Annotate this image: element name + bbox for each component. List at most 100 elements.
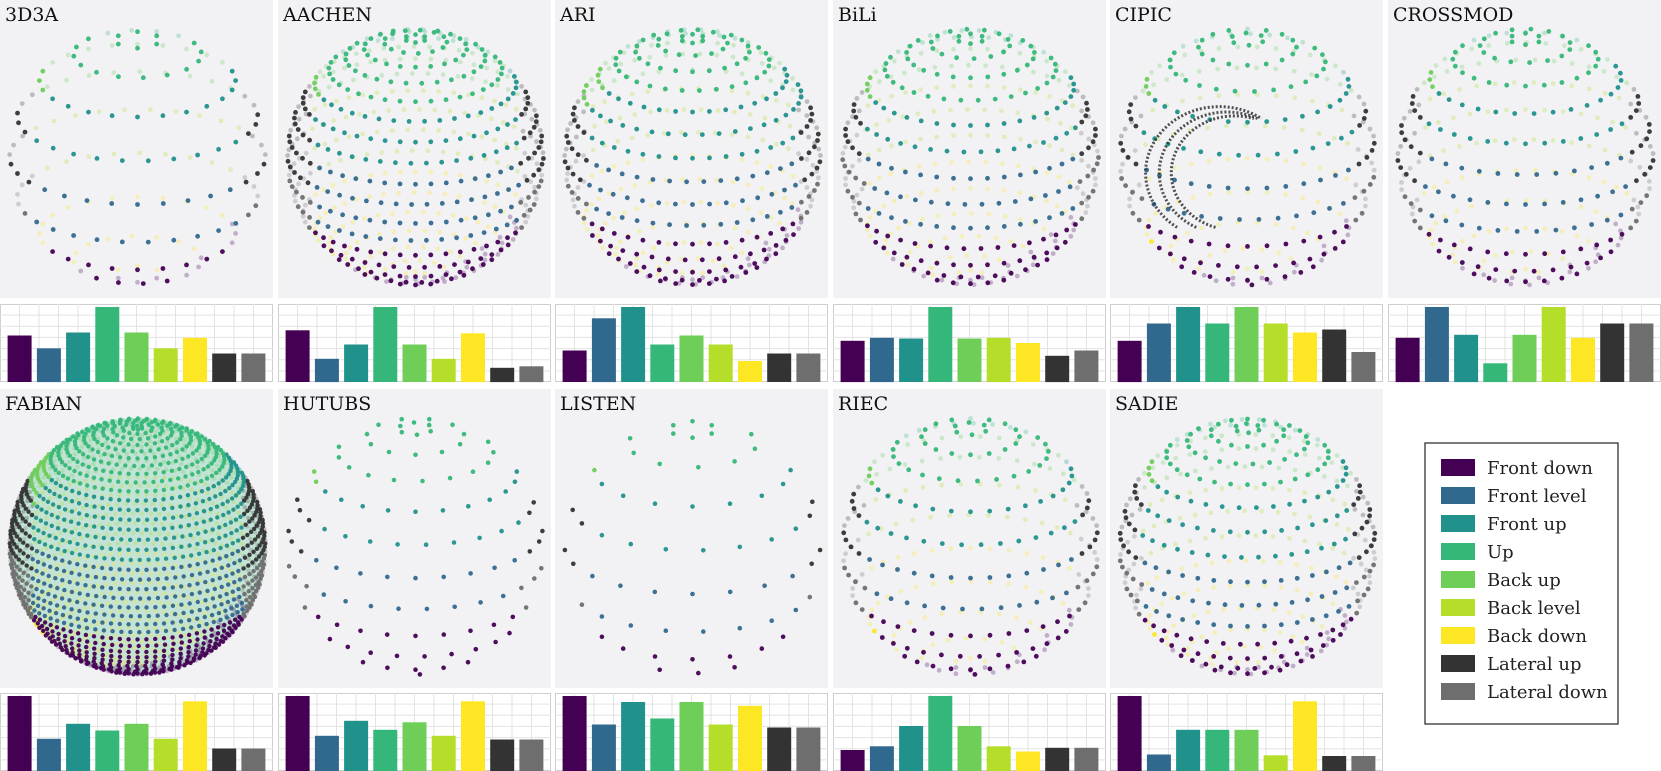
sphere-point [170,585,175,590]
sphere-point [680,51,686,57]
sphere-point [883,237,889,243]
sphere-point [1164,77,1170,82]
sphere-point [1485,200,1491,205]
sphere-point [895,49,901,54]
sphere-point [889,165,894,171]
sphere-point [536,145,542,150]
sphere-point [255,534,261,539]
sphere-point [35,473,40,478]
sphere-point [123,422,129,427]
sphere-point [210,578,215,583]
sphere-point [1264,185,1270,191]
sphere-point [995,148,1001,154]
sphere-point [1429,213,1435,219]
sphere-point [406,119,412,124]
sphere-point [95,648,100,653]
sphere-point [581,95,587,101]
sphere-point [1610,189,1615,195]
sphere-point [1467,246,1473,252]
sphere-point [36,528,41,533]
sphere-point [189,609,194,614]
sphere-point [34,469,40,475]
sphere-point [84,650,89,655]
sphere-point [1068,94,1074,99]
sphere-point [255,193,261,199]
sphere-point [300,209,306,215]
sphere-point [766,57,772,62]
sphere-point [17,548,23,553]
sphere-point [342,201,347,206]
dataset-title: BiLi [838,4,877,26]
sphere-point [1550,109,1556,115]
sphere-point [126,622,131,627]
bar-chart [833,304,1106,383]
sphere-point [1471,271,1477,277]
sphere-point [489,252,495,257]
sphere-point [772,65,777,71]
sphere-point [31,501,36,506]
sphere-point [495,77,501,82]
sphere-point [42,458,47,463]
sphere-point [218,118,224,124]
sphere-point [1586,70,1591,76]
sphere-point [1469,46,1475,52]
sphere-point [229,465,234,470]
sphere-point [903,169,908,175]
sphere-point [218,458,223,463]
sphere-point [367,48,372,53]
sphere-point [1414,87,1420,92]
sphere-point [116,280,121,285]
sphere-point [209,473,215,478]
sphere-point [673,281,679,286]
sphere-point [1256,217,1262,222]
sphere-point [734,61,740,67]
sphere-point [133,451,139,456]
sphere-point [783,112,789,118]
sphere-point [968,277,973,283]
sphere-point [518,200,524,205]
sphere-point [1450,252,1456,258]
sphere-point [307,215,312,220]
sphere-point [1085,107,1090,112]
sphere-point [65,256,71,262]
sphere-point [804,124,810,129]
sphere-point [1300,195,1306,201]
sphere-point [88,437,93,443]
sphere-point [1181,210,1187,216]
sphere-point [40,482,45,488]
sphere-point [96,583,101,588]
sphere-point [52,458,57,463]
bar-back-level [153,348,178,383]
sphere-point [734,274,740,279]
sphere-point [65,52,71,58]
sphere-point [730,179,736,185]
sphere-point [766,63,772,69]
sphere-point [619,215,625,220]
sphere-point [697,278,702,283]
sphere-point [91,659,96,664]
sphere-point [247,601,253,606]
sphere-point [100,505,105,511]
sphere-point [52,594,58,599]
sphere-point [195,541,200,547]
sphere-point [526,155,531,161]
sphere-point [262,553,268,558]
sphere-point [402,258,408,264]
sphere-point [1349,129,1355,135]
sphere-point [791,107,796,112]
sphere-point [53,535,58,541]
sphere-point [1185,230,1190,236]
sphere-point [633,49,638,55]
sphere-point [563,146,569,152]
sphere-point [389,89,395,94]
sphere-point [11,527,16,533]
sphere-point [72,439,78,444]
sphere-point [162,604,167,609]
sphere-point [313,117,318,122]
sphere-point [1481,272,1487,278]
sphere-point [88,585,93,590]
sphere-point [160,195,166,201]
sphere-point [435,28,441,34]
sphere-point [760,94,766,99]
